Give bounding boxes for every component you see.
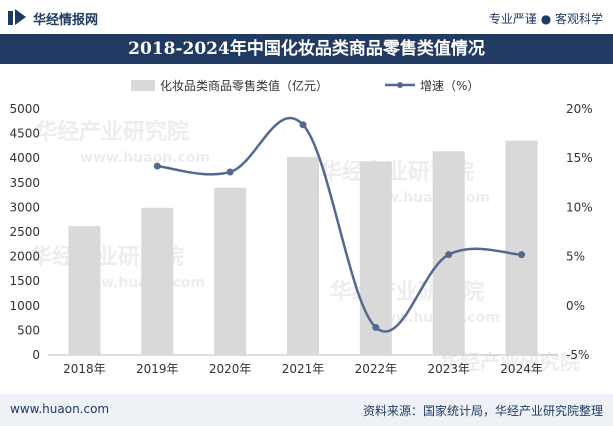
x-tick-label: 2021年 [282, 362, 325, 376]
y-axis-right: -5% 0% 5% 10% 15% 20% [566, 102, 593, 362]
x-tick-label: 2023年 [427, 362, 470, 376]
chart-title: 2018-2024年中国化妆品类商品零售类值情况 [128, 39, 485, 59]
growth-point [299, 121, 307, 129]
x-tick-label: 2018年 [63, 362, 106, 376]
growth-point [518, 251, 526, 259]
legend-bar-swatch [131, 80, 155, 91]
y-right-tick-label: 5% [566, 250, 585, 264]
bar [287, 156, 319, 355]
footer-bar: www.huaon.com 资料来源：国家统计局，华经产业研究院整理 [0, 394, 613, 426]
y-left-tick-label: 2000 [9, 250, 40, 264]
y-right-tick-label: 20% [566, 102, 593, 116]
top-bar: 华经情报网 专业严谨 ● 客观科学 [0, 0, 613, 34]
y-left-tick-label: 500 [17, 323, 40, 337]
line-series [153, 116, 526, 333]
x-tick-label: 2024年 [500, 362, 543, 376]
bar-series [68, 140, 538, 355]
footer-website: www.huaon.com [10, 402, 110, 416]
bar [214, 187, 247, 355]
watermark-url: www.huaon.com [80, 150, 210, 166]
slogan: 专业严谨 ● 客观科学 [488, 12, 603, 26]
y-left-tick-label: 2500 [9, 225, 40, 239]
chart-area: 华经产业研究院 www.huaon.com 华经产业研究院 www.huaon.… [0, 64, 613, 394]
legend-bar-label: 化妆品类商品零售类值（亿元） [160, 78, 328, 93]
footer-source: 资料来源：国家统计局，华经产业研究院整理 [362, 404, 603, 418]
brand-name: 华经情报网 [33, 13, 99, 28]
x-tick-label: 2022年 [355, 362, 398, 376]
x-axis: 2018年 2019年 2020年 2021年 2022年 2023年 2024年 [63, 362, 543, 376]
bar [359, 161, 392, 355]
growth-point [226, 168, 234, 176]
y-left-tick-label: 5000 [9, 102, 40, 116]
logo-icon [8, 9, 26, 25]
y-right-tick-label: 0% [566, 299, 585, 313]
growth-point [372, 323, 380, 331]
growth-point [153, 162, 161, 170]
x-tick-label: 2019年 [136, 362, 179, 376]
y-right-tick-label: 10% [566, 200, 593, 214]
y-axis-left: 0 500 1000 1500 2000 2500 3000 3500 4000 4500 5000 [9, 102, 40, 362]
legend-line-marker [397, 82, 403, 88]
y-right-tick-label: -5% [566, 348, 589, 362]
y-left-tick-label: 4500 [9, 127, 40, 141]
watermark-text: 华经产业研究院 [35, 119, 189, 145]
y-left-tick-label: 0 [32, 348, 40, 362]
bar [505, 140, 538, 355]
bar [141, 207, 174, 355]
growth-point [445, 251, 453, 259]
chart-svg: 华经产业研究院 www.huaon.com 华经产业研究院 www.huaon.… [9, 78, 593, 376]
y-left-tick-label: 3500 [9, 176, 40, 190]
legend-line-label: 增速（%） [420, 79, 479, 93]
y-left-tick-label: 1500 [9, 274, 40, 288]
y-left-tick-label: 1000 [9, 299, 40, 313]
y-left-tick-label: 3000 [9, 200, 40, 214]
bar [68, 226, 101, 355]
x-tick-label: 2020年 [209, 362, 252, 376]
title-bar: 2018-2024年中国化妆品类商品零售类值情况 [0, 34, 613, 64]
y-left-tick-label: 4000 [9, 151, 40, 165]
y-right-tick-label: 15% [566, 151, 593, 165]
legend: 化妆品类商品零售类值（亿元） 增速（%） [131, 78, 479, 93]
